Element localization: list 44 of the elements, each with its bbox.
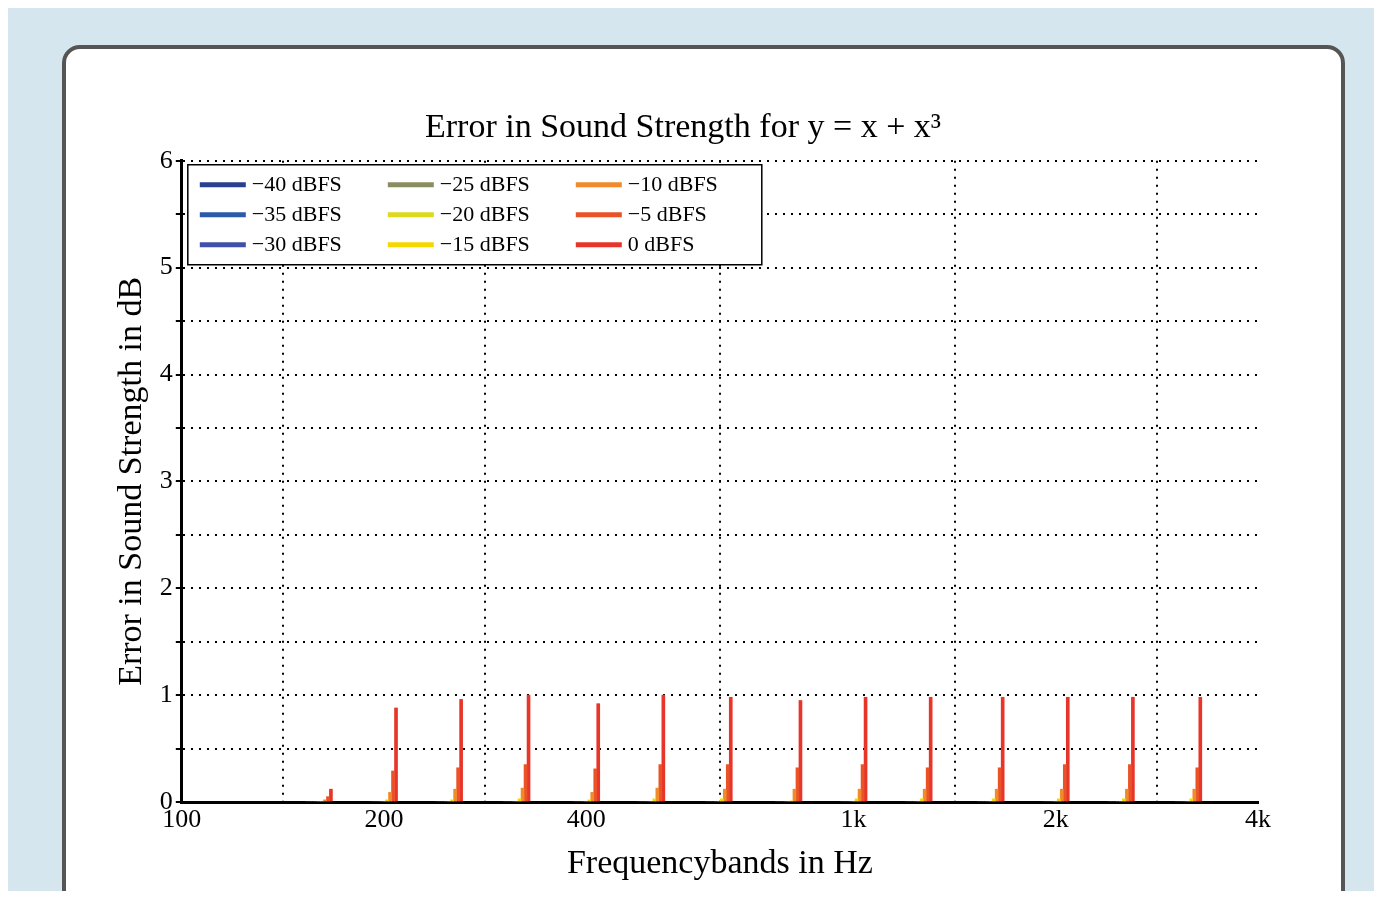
y-axis-title: Error in Sound Strength in dB <box>111 276 149 686</box>
y-tick-label: 4 <box>159 358 173 388</box>
legend-label: −25 dBFS <box>439 170 530 196</box>
y-tick-label: 1 <box>159 678 173 708</box>
bar <box>453 788 457 802</box>
bar <box>459 699 463 802</box>
bar <box>391 770 395 802</box>
bar <box>728 696 733 802</box>
bar <box>1125 788 1129 802</box>
legend-label: −10 dBFS <box>627 170 718 196</box>
y-tick-label: 3 <box>159 465 173 495</box>
legend-label: −15 dBFS <box>439 230 530 256</box>
bar <box>725 764 730 802</box>
x-axis-title: Frequencybands in Hz <box>566 842 873 880</box>
legend-label: −40 dBFS <box>251 170 342 196</box>
bar <box>1198 696 1203 802</box>
chart-title: Error in Sound Strength for y = x + x³ <box>425 107 941 145</box>
legend-label: −30 dBFS <box>251 230 342 256</box>
bar <box>596 703 601 802</box>
bar <box>1062 764 1067 802</box>
legend-label: −20 dBFS <box>439 200 530 226</box>
legend-label: 0 dBFS <box>627 230 695 256</box>
bar <box>388 792 392 802</box>
bar <box>1131 696 1135 802</box>
x-tick-label: 400 <box>566 804 606 834</box>
bar <box>1192 788 1197 802</box>
bar <box>456 767 460 802</box>
bar <box>1059 788 1064 802</box>
y-tick-label: 6 <box>159 144 173 174</box>
x-tick-label: 1k <box>840 804 867 834</box>
bar <box>590 792 595 802</box>
y-tick-label: 2 <box>159 572 173 602</box>
legend-label: −5 dBFS <box>627 200 707 226</box>
y-tick-label: 5 <box>159 251 173 281</box>
bar <box>1195 767 1200 802</box>
x-tick-label: 4k <box>1245 804 1271 834</box>
legend-label: −35 dBFS <box>251 200 342 226</box>
x-tick-label: 200 <box>364 804 404 834</box>
bar <box>394 707 398 802</box>
x-tick-label: 2k <box>1042 804 1069 834</box>
bar <box>722 788 727 802</box>
bar <box>593 768 598 802</box>
bar <box>1065 696 1070 802</box>
bar <box>1128 764 1132 802</box>
